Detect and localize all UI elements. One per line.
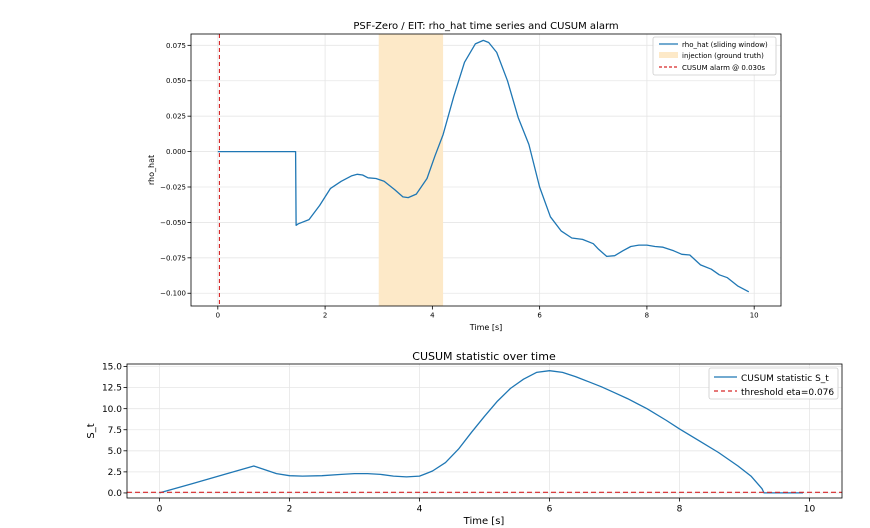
rho-hat-x-ticks: 0 2 4 6 8 10 [216,306,759,320]
y-tick-label: 0.050 [166,77,186,85]
cusum-series-line [159,370,803,494]
y-tick-label: 7.5 [108,426,122,436]
cusum-axes-frame [126,363,843,499]
rho-hat-chart-title: PSF-Zero / EIT: rho_hat time series and … [353,21,618,32]
injection-band-layer [378,34,444,306]
legend-cusum-label: CUSUM statistic S_t [741,374,829,384]
cusum-y-ticks: 0.0 2.5 5.0 7.5 10.0 12.5 15.0 [102,363,127,499]
rho-hat-series-line [217,39,750,293]
x-tick-label: 8 [645,312,649,320]
y-tick-label: −0.075 [160,254,186,262]
cusum-chart-title: CUSUM statistic over time [412,350,556,363]
y-tick-label: −0.050 [160,219,186,227]
rho-hat-legend-box [652,36,777,76]
x-tick-label: 8 [677,505,683,515]
x-tick-label: 6 [537,312,542,320]
rho-hat-x-axis-label: Time [s] [469,323,503,332]
legend-rho-hat-label: rho_hat (sliding window) [682,41,768,49]
legend-threshold-label: threshold eta=0.076 [741,388,834,398]
rho-hat-y-axis-label: rho_hat [147,155,156,185]
y-tick-label: 5.0 [108,447,123,457]
cusum-chart: CUSUM statistic over time 0 2 4 6 8 10 0.0 2.5… [86,350,843,527]
rho-hat-line-layer [217,34,750,306]
cusum-y-axis-label: S_t [86,423,97,438]
y-tick-label: 0.0 [108,489,123,499]
rho-hat-legend: rho_hat (sliding window) injection (grou… [652,36,777,76]
y-tick-label: 10.0 [102,405,122,415]
x-tick-label: 4 [430,312,435,320]
rho-hat-chart: PSF-Zero / EIT: rho_hat time series and … [147,21,782,332]
y-tick-label: 2.5 [108,468,122,478]
y-tick-label: −0.025 [160,183,186,191]
cusum-legend-box [708,367,839,400]
cusum-x-ticks: 0 2 4 6 8 10 [157,498,816,515]
x-tick-label: 0 [157,505,163,515]
legend-alarm-label: CUSUM alarm @ 0.030s [682,64,765,72]
y-tick-label: 0.075 [166,42,186,50]
y-tick-label: 0.000 [166,148,186,156]
cusum-legend: CUSUM statistic S_t threshold eta=0.076 [708,367,839,400]
y-tick-label: 15.0 [102,363,122,373]
x-tick-label: 6 [547,505,553,515]
legend-injection-swatch [659,52,678,58]
x-tick-label: 4 [417,505,423,515]
x-tick-label: 10 [750,312,759,320]
x-tick-label: 2 [323,312,327,320]
y-tick-label: 0.025 [166,113,186,121]
rho-hat-y-ticks: −0.100 −0.075 −0.050 −0.025 0.000 0.025 0.050 0… [160,42,191,298]
cusum-x-axis-label: Time [s] [463,516,505,527]
x-tick-label: 0 [216,312,220,320]
x-tick-label: 10 [804,505,816,515]
y-tick-label: −0.100 [160,290,186,298]
y-tick-label: 12.5 [102,384,122,394]
legend-injection-label: injection (ground truth) [682,52,764,60]
injection-band [378,34,444,306]
cusum-grid [127,364,842,498]
rho-hat-axes-frame [190,33,782,307]
cusum-line-layer [127,370,842,494]
x-tick-label: 2 [287,505,293,515]
